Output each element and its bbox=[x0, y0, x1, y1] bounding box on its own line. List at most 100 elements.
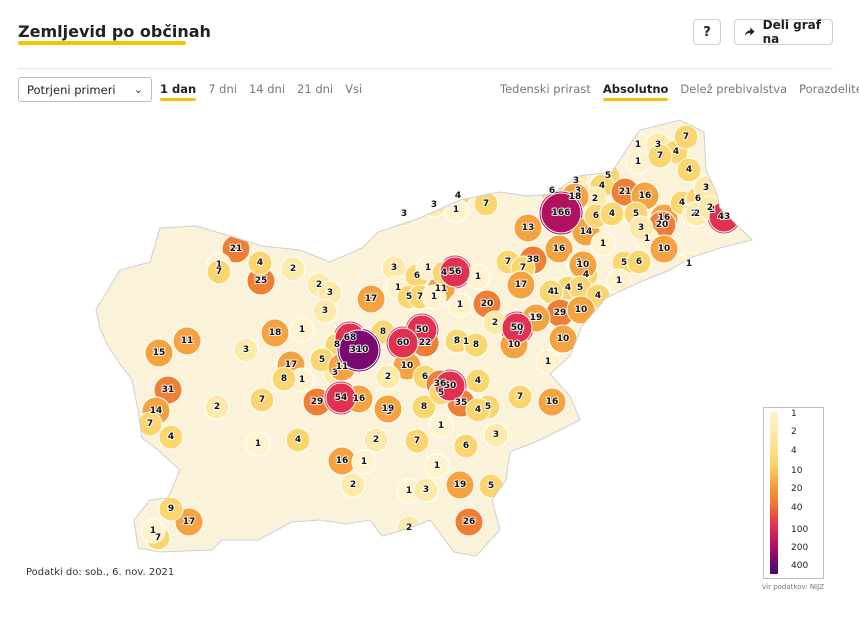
municipality-value-label: 2 bbox=[406, 523, 412, 533]
tab-14-dni[interactable]: 14 dni bbox=[248, 82, 286, 96]
municipality-value-label: 7 bbox=[147, 419, 153, 429]
municipality-region[interactable] bbox=[463, 332, 489, 358]
municipality-region[interactable] bbox=[204, 394, 230, 420]
municipality-region[interactable] bbox=[356, 284, 386, 314]
municipality-region[interactable] bbox=[206, 259, 232, 285]
municipality-value-label: 8 bbox=[380, 327, 386, 337]
tab-1-dan[interactable]: 1 dan bbox=[160, 82, 197, 101]
municipality-value-label: 5 bbox=[485, 402, 491, 412]
municipality-value-label: 5 bbox=[438, 388, 444, 398]
tab-7-dni[interactable]: 7 dni bbox=[208, 82, 237, 96]
municipality-region[interactable] bbox=[411, 394, 437, 420]
municipality-region[interactable] bbox=[544, 234, 574, 264]
municipality-region[interactable] bbox=[513, 213, 543, 243]
municipality-value-label: 21 bbox=[619, 187, 632, 197]
municipality-region[interactable] bbox=[373, 394, 403, 424]
municipality-region[interactable] bbox=[535, 349, 561, 375]
help-button[interactable]: ? bbox=[693, 19, 721, 45]
legend-tick-400: 400 bbox=[791, 561, 809, 571]
municipality-region[interactable] bbox=[428, 413, 454, 439]
municipality-region[interactable] bbox=[506, 270, 536, 300]
municipality-region-highlight[interactable] bbox=[501, 312, 533, 344]
municipality-region[interactable] bbox=[144, 338, 174, 368]
municipality-region[interactable] bbox=[340, 472, 366, 498]
municipality-region[interactable] bbox=[271, 366, 297, 392]
municipality-region[interactable] bbox=[260, 318, 290, 348]
municipality-value-label: 3 bbox=[431, 200, 437, 210]
municipality-region[interactable] bbox=[445, 470, 475, 500]
municipality-region[interactable] bbox=[626, 249, 652, 275]
municipality-value-label: 1 bbox=[553, 287, 559, 297]
municipality-region[interactable] bbox=[590, 231, 616, 257]
municipality-value-label: 9 bbox=[168, 504, 174, 514]
municipality-region[interactable] bbox=[673, 124, 699, 150]
municipality-region[interactable] bbox=[158, 496, 184, 522]
municipality-region-highlight[interactable] bbox=[540, 192, 582, 234]
municipality-region[interactable] bbox=[233, 337, 259, 363]
municipality-value-label: 2 bbox=[316, 280, 322, 290]
municipality-region[interactable] bbox=[649, 234, 679, 264]
municipality-value-label: 8 bbox=[514, 323, 520, 333]
municipality-region-highlight[interactable] bbox=[434, 370, 466, 402]
metric-select[interactable]: Potrjeni primeri ⌄ bbox=[18, 77, 152, 102]
municipality-value-label: 7 bbox=[453, 337, 459, 347]
municipality-value-label: 54 bbox=[335, 393, 348, 403]
municipality-region[interactable] bbox=[351, 449, 377, 475]
municipality-region[interactable] bbox=[285, 427, 311, 453]
municipality-region[interactable] bbox=[245, 431, 271, 457]
tab-absolutno[interactable]: Absolutno bbox=[602, 82, 669, 101]
municipality-value-label: 1 bbox=[361, 457, 367, 467]
municipality-region[interactable] bbox=[172, 326, 202, 356]
municipality-region-highlight[interactable] bbox=[325, 382, 357, 414]
municipality-region[interactable] bbox=[483, 422, 509, 448]
municipality-region[interactable] bbox=[676, 157, 702, 183]
municipality-region[interactable] bbox=[158, 424, 184, 450]
municipality-region[interactable] bbox=[465, 397, 491, 423]
municipality-region[interactable] bbox=[566, 295, 596, 325]
municipality-region[interactable] bbox=[453, 433, 479, 459]
municipality-value-label: 1 bbox=[216, 260, 222, 270]
municipality-region[interactable] bbox=[174, 507, 204, 537]
municipality-region[interactable] bbox=[289, 317, 315, 343]
tab-vsi[interactable]: Vsi bbox=[345, 82, 363, 96]
municipality-region[interactable] bbox=[447, 292, 473, 318]
tab-porazdelitev[interactable]: Porazdelitev bbox=[799, 82, 859, 96]
chevron-down-icon: ⌄ bbox=[133, 83, 143, 96]
municipality-region[interactable] bbox=[280, 256, 306, 282]
municipality-region[interactable] bbox=[421, 284, 447, 310]
page-title: Zemljevid po občinah bbox=[18, 22, 211, 41]
municipality-region[interactable] bbox=[312, 298, 338, 324]
municipality-value-label: 7 bbox=[505, 257, 511, 267]
municipality-region-highlight[interactable] bbox=[439, 256, 471, 288]
municipality-region[interactable] bbox=[454, 507, 484, 537]
municipality-region[interactable] bbox=[599, 201, 625, 227]
title-underline bbox=[18, 41, 186, 45]
municipality-region[interactable] bbox=[375, 364, 401, 390]
municipality-value-label: 5 bbox=[319, 355, 325, 365]
municipality-value-label: 36 bbox=[434, 379, 447, 389]
tab-delez-prebivalstva[interactable]: Delež prebivalstva bbox=[680, 82, 788, 96]
municipality-region[interactable] bbox=[647, 143, 673, 169]
municipality-value-label: 8 bbox=[421, 402, 427, 412]
municipality-region[interactable] bbox=[249, 387, 275, 413]
municipality-region-highlight[interactable] bbox=[387, 327, 419, 359]
municipality-value-label: 3 bbox=[493, 430, 499, 440]
share-button[interactable]: Deli graf na bbox=[734, 18, 833, 46]
municipality-region[interactable] bbox=[537, 387, 567, 417]
municipality-region[interactable] bbox=[413, 477, 439, 503]
municipality-value-label: 5 bbox=[488, 481, 494, 491]
municipality-region[interactable] bbox=[628, 215, 654, 241]
municipality-region[interactable] bbox=[507, 384, 533, 410]
municipality-region[interactable] bbox=[424, 453, 450, 479]
legend-tick-40: 40 bbox=[791, 503, 803, 513]
data-date: Podatki do: sob., 6. nov. 2021 bbox=[26, 567, 175, 578]
tab-21-dni[interactable]: 21 dni bbox=[297, 82, 334, 96]
municipality-region[interactable] bbox=[363, 427, 389, 453]
municipality-region-highlight[interactable] bbox=[338, 329, 380, 371]
municipality-region[interactable] bbox=[140, 518, 166, 544]
municipality-region[interactable] bbox=[404, 428, 430, 454]
municipality-region[interactable] bbox=[247, 250, 273, 276]
tab-tedenski-prirast[interactable]: Tedenski prirast bbox=[500, 82, 591, 96]
